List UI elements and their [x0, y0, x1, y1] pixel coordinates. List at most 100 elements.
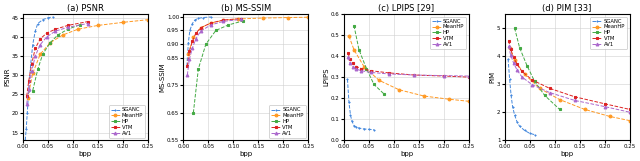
- VTM: [192, 32, 200, 34]
- VTM: [344, 52, 352, 54]
- SGANC: [347, 114, 355, 116]
- Legend: SGANC, MeanHP, HP, VTM, AV1: SGANC, MeanHP, HP, VTM, AV1: [430, 17, 467, 49]
- VTM: [237, 18, 244, 20]
- Title: (d) PIM [33]: (d) PIM [33]: [543, 4, 592, 13]
- AV1: [505, 45, 513, 47]
- Line: AV1: AV1: [507, 45, 631, 114]
- SGANC: [49, 16, 56, 18]
- MeanHP: [260, 17, 268, 19]
- SGANC: [350, 125, 358, 127]
- AV1: [358, 70, 365, 72]
- HP: [225, 24, 232, 26]
- Line: VTM: VTM: [507, 39, 631, 111]
- MeanHP: [305, 16, 312, 18]
- Y-axis label: MS-SSIM: MS-SSIM: [159, 62, 166, 92]
- SGANC: [44, 17, 52, 19]
- SGANC: [348, 120, 356, 122]
- VTM: [64, 24, 72, 26]
- VTM: [385, 72, 393, 74]
- HP: [64, 28, 72, 30]
- SGANC: [345, 101, 353, 103]
- VTM: [51, 28, 59, 30]
- HP: [54, 34, 61, 36]
- SGANC: [34, 23, 42, 24]
- Y-axis label: PIM: PIM: [490, 71, 495, 83]
- AV1: [43, 36, 51, 38]
- MeanHP: [521, 73, 529, 75]
- AV1: [346, 62, 354, 64]
- VTM: [528, 79, 536, 81]
- SGANC: [186, 29, 194, 31]
- HP: [531, 80, 538, 82]
- SGANC: [183, 65, 191, 67]
- SGANC: [355, 127, 363, 129]
- HP: [76, 24, 84, 26]
- Line: HP: HP: [353, 24, 385, 95]
- HP: [195, 68, 202, 70]
- SGANC: [526, 132, 534, 134]
- AV1: [23, 103, 31, 105]
- MeanHP: [606, 115, 614, 117]
- MeanHP: [24, 97, 31, 99]
- VTM: [189, 40, 196, 42]
- SGANC: [504, 58, 512, 60]
- VTM: [220, 19, 227, 21]
- MeanHP: [445, 98, 453, 100]
- Y-axis label: PSNR: PSNR: [4, 68, 10, 86]
- AV1: [410, 74, 418, 76]
- Line: VTM: VTM: [186, 17, 243, 67]
- SGANC: [506, 78, 513, 80]
- HP: [511, 27, 518, 29]
- VTM: [367, 70, 375, 72]
- Legend: SGANC, MeanHP, HP, VTM, AV1: SGANC, MeanHP, HP, VTM, AV1: [590, 17, 627, 49]
- HP: [189, 112, 197, 114]
- X-axis label: bpp: bpp: [239, 151, 252, 157]
- Legend: SGANC, MeanHP, HP, VTM, AV1: SGANC, MeanHP, HP, VTM, AV1: [269, 105, 306, 138]
- Line: MeanHP: MeanHP: [508, 46, 631, 122]
- SGANC: [27, 63, 35, 65]
- Line: HP: HP: [192, 19, 244, 114]
- AV1: [601, 106, 609, 108]
- VTM: [346, 58, 354, 60]
- AV1: [84, 23, 92, 24]
- VTM: [513, 63, 521, 65]
- MeanHP: [197, 27, 205, 29]
- VTM: [358, 68, 365, 70]
- SGANC: [360, 128, 368, 130]
- MeanHP: [350, 49, 358, 51]
- SGANC: [25, 90, 33, 91]
- HP: [516, 47, 524, 49]
- VTM: [410, 74, 418, 76]
- VTM: [31, 47, 39, 49]
- MeanHP: [59, 34, 67, 36]
- AV1: [192, 38, 200, 40]
- VTM: [43, 32, 51, 34]
- MeanHP: [285, 17, 292, 19]
- SGANC: [353, 126, 360, 128]
- Line: SGANC: SGANC: [346, 78, 376, 131]
- VTM: [28, 63, 36, 65]
- MeanHP: [47, 42, 54, 44]
- MeanHP: [626, 120, 634, 122]
- AV1: [571, 99, 579, 101]
- X-axis label: bpp: bpp: [400, 151, 413, 157]
- AV1: [344, 56, 352, 58]
- AV1: [513, 69, 521, 71]
- Line: AV1: AV1: [26, 22, 89, 105]
- AV1: [465, 75, 473, 77]
- MeanHP: [189, 36, 197, 38]
- VTM: [197, 27, 205, 29]
- MeanHP: [144, 19, 152, 21]
- AV1: [36, 44, 44, 46]
- Line: VTM: VTM: [347, 52, 470, 79]
- HP: [34, 68, 42, 70]
- SGANC: [370, 129, 378, 131]
- SGANC: [191, 19, 198, 21]
- Line: HP: HP: [513, 27, 561, 111]
- VTM: [186, 50, 193, 52]
- MeanHP: [511, 59, 518, 61]
- HP: [239, 20, 247, 22]
- AV1: [509, 62, 517, 64]
- VTM: [353, 66, 360, 68]
- MeanHP: [420, 95, 428, 97]
